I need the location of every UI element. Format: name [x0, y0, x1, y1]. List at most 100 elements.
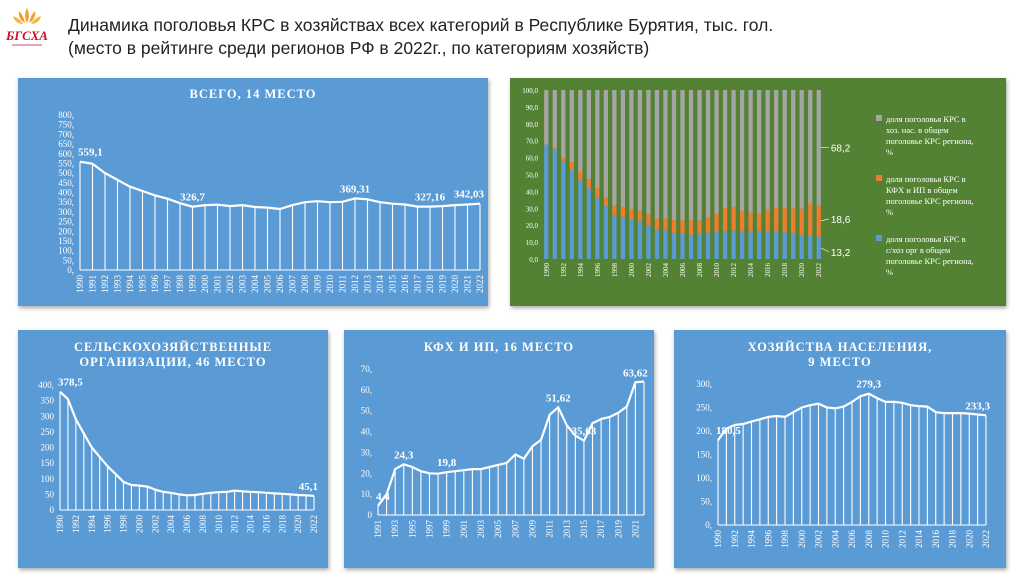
stacked-bar-segment — [612, 90, 617, 206]
x-tick-label: 2006 — [847, 530, 857, 549]
y-tick-label: 250, — [696, 403, 712, 413]
x-tick-label: 2016 — [931, 530, 941, 549]
y-tick-label: 90,0 — [526, 104, 539, 112]
x-tick-label: 2002 — [645, 263, 653, 278]
chart-total-title: ВСЕГО, 14 МЕСТО — [18, 87, 488, 102]
stacked-bar-segment — [816, 205, 821, 237]
stacked-bar-segment — [731, 230, 736, 259]
y-tick-label: 50, — [701, 497, 712, 507]
y-tick-label: 10, — [361, 489, 372, 499]
y-tick-label: 650, — [58, 139, 74, 149]
stacked-bar-segment — [697, 90, 702, 221]
x-tick-label: 2010 — [713, 263, 721, 278]
stacked-bar-segment — [722, 231, 728, 259]
x-tick-label: 2010 — [325, 275, 335, 294]
x-tick-label: 2003 — [476, 520, 486, 539]
chart-total-title-line1: ВСЕГО, 14 МЕСТО — [189, 87, 317, 101]
stacked-bar-segment — [586, 179, 591, 189]
logo-text: БГСХА — [5, 28, 48, 43]
y-tick-label: 300, — [58, 207, 74, 217]
y-tick-label: 50, — [361, 406, 372, 416]
x-tick-label: 2015 — [579, 520, 589, 539]
stacked-bar-segment — [816, 90, 821, 206]
leader-line — [820, 218, 829, 222]
stacked-bar-segment — [722, 208, 728, 232]
y-tick-label: 150 — [41, 458, 55, 468]
x-tick-label: 2009 — [313, 275, 323, 294]
stacked-bar-segment — [654, 90, 660, 219]
stacked-bar-segment — [782, 232, 787, 259]
legend-label: поголовье КРС региона, — [886, 256, 974, 266]
y-tick-label: 200, — [696, 426, 712, 436]
x-tick-label: 2016 — [400, 275, 410, 294]
stacked-bar-segment — [578, 90, 583, 172]
x-tick-label: 2005 — [263, 275, 273, 294]
chart-shares-panel: 0,0 10,0 20,0 30,0 40,0 50,0 60,0 70,0 80,0 90,0 1… — [510, 78, 1006, 306]
x-tick-label: 1996 — [150, 275, 160, 294]
stacked-bar-segment — [799, 234, 804, 259]
stacked-bar-segment — [739, 231, 745, 259]
x-tick-label: 2004 — [662, 263, 670, 278]
stacked-bar-segment — [654, 229, 660, 259]
stacked-bar-segment — [637, 210, 643, 222]
stacked-bar-segment — [757, 213, 762, 231]
stacked-bar-segment — [595, 188, 600, 198]
x-tick-label: 2021 — [630, 520, 640, 538]
data-label: 13,2 — [831, 248, 851, 259]
x-tick-label: 2015 — [388, 275, 398, 294]
x-tick-label: 1992 — [560, 263, 568, 278]
data-label: 24,3 — [394, 449, 414, 461]
x-tick-label: 2020 — [450, 275, 460, 294]
x-tick-label: 1991 — [88, 275, 98, 293]
x-tick-label: 1998 — [780, 530, 790, 549]
x-tick-label: 2018 — [781, 263, 789, 278]
y-tick-label: 100,0 — [522, 87, 538, 95]
x-tick-label: 1996 — [763, 530, 773, 549]
logo: БГСХА — [4, 4, 50, 50]
chart-total-plot: 0,50,100,150,200,250,300,350,400,450,500… — [58, 110, 485, 294]
stacked-bar-segment — [646, 90, 651, 215]
y-tick-label: 450, — [58, 178, 74, 188]
stacked-bar-segment — [637, 90, 643, 211]
y-tick-label: 50 — [45, 489, 55, 499]
chart-households-title: ХОЗЯЙСТВА НАСЕЛЕНИЯ, 9 МЕСТО — [674, 340, 1006, 370]
stacked-bar-segment — [799, 90, 804, 209]
x-tick-label: 2017 — [413, 275, 423, 294]
chart-kfh-panel: КФХ И ИП, 16 МЕСТО 0 10, 20, 30, 40, 50, 60, 70… — [344, 330, 654, 568]
stacked-bar-segment — [629, 90, 634, 209]
data-label: 18,6 — [831, 215, 851, 226]
y-tick-label: 300 — [41, 411, 55, 421]
x-tick-label: 2011 — [338, 275, 348, 293]
x-tick-label: 2020 — [798, 263, 806, 278]
page-title-line2: (место в рейтинге среди регионов РФ в 20… — [68, 38, 650, 58]
data-label: 326,7 — [180, 192, 205, 204]
x-tick-label: 2008 — [864, 530, 874, 549]
x-tick-label: 2006 — [275, 275, 285, 294]
y-tick-label: 550, — [58, 158, 74, 168]
stacked-bar-segment — [680, 90, 685, 221]
x-tick-label: 2018 — [425, 275, 435, 294]
x-tick-label: 2007 — [288, 275, 298, 294]
data-label: 4,4 — [376, 491, 390, 503]
stacked-bar-segment — [569, 90, 574, 162]
x-tick-label: 2014 — [914, 530, 924, 549]
chart-households-title-line1: ХОЗЯЙСТВА НАСЕЛЕНИЯ, — [747, 340, 933, 354]
chart-kfh-plot: 0 10, 20, 30, 40, 50, 60, 70, 1991 1993 1995 1997 19… — [361, 364, 649, 539]
x-tick-label: 2021 — [463, 275, 473, 293]
legend-label: доля поголовья КРС в — [886, 234, 966, 244]
y-tick-label: 60, — [361, 385, 372, 395]
x-tick-label: 1992 — [100, 275, 110, 293]
x-tick-label: 2009 — [527, 520, 537, 539]
series-line — [79, 160, 481, 211]
stacked-bar-segment — [705, 217, 711, 233]
legend-swatch — [876, 235, 882, 241]
y-tick-label: 10,0 — [526, 239, 539, 247]
stacked-bar-segment — [782, 90, 787, 208]
y-tick-label: 70,0 — [526, 138, 539, 146]
chart-org-title-line2: ОРГАНИЗАЦИИ, 46 МЕСТО — [79, 355, 267, 369]
x-tick-label: 1994 — [125, 275, 135, 294]
stacked-bar-segment — [688, 234, 694, 259]
chart-org-title-line1: СЕЛЬСКОХОЗЯЙСТВЕННЫЕ — [73, 340, 273, 354]
logo-emblem: БГСХА — [5, 8, 48, 46]
stacked-bar-segment — [603, 90, 608, 197]
